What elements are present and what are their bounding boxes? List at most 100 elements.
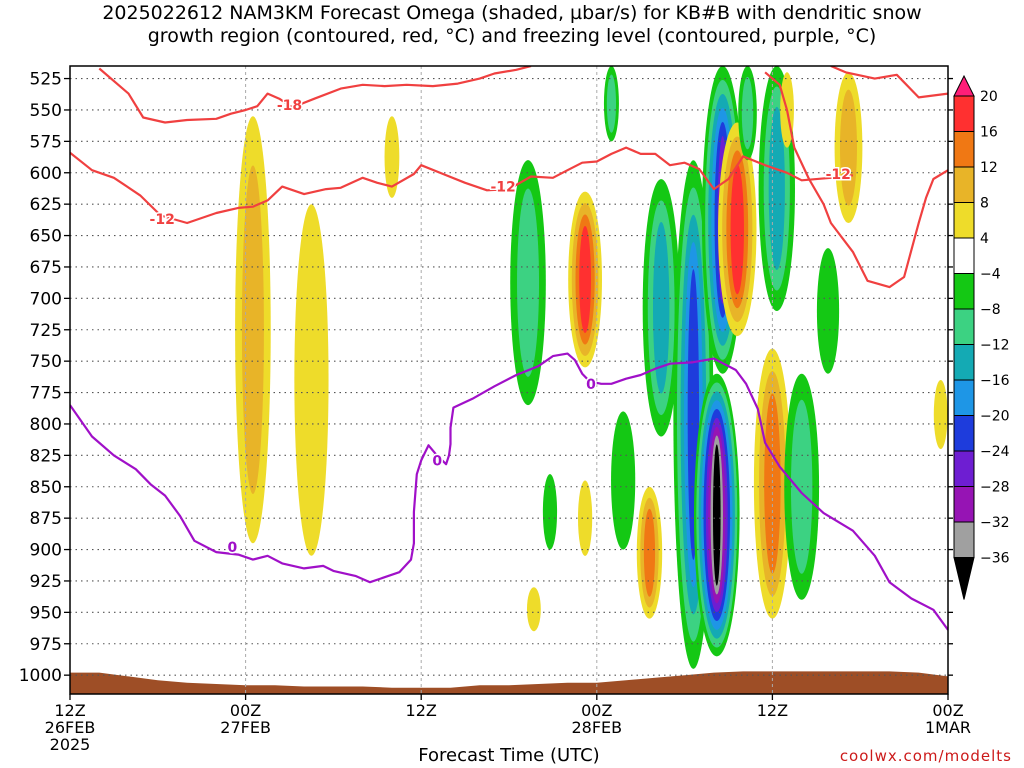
- colorbar-box: [953, 237, 975, 274]
- colorbar-box: [953, 344, 975, 381]
- y-tick-label: 750: [30, 352, 62, 372]
- colorbar-swatch: [953, 450, 975, 487]
- colorbar-bottom-triangle: [953, 557, 975, 600]
- contour-label: -18: [275, 96, 303, 115]
- y-tick-label: 975: [30, 635, 62, 655]
- y-tick-label: 775: [30, 384, 62, 404]
- contour-label-text: 0: [432, 453, 442, 469]
- omega-cell: [933, 380, 948, 450]
- x-tick-label: 27FEB: [220, 718, 271, 737]
- contour-label-text: -12: [490, 180, 515, 196]
- colorbar-label: 20: [980, 89, 998, 105]
- x-tick-label: 2025: [50, 735, 91, 754]
- y-tick-label: 900: [30, 541, 62, 561]
- omega-cell: [718, 122, 757, 337]
- omega-level-band: [643, 508, 656, 597]
- colorbar-label: 4: [980, 231, 989, 247]
- colorbar-swatch: [953, 74, 975, 97]
- colorbar-label: −32: [980, 515, 1010, 531]
- chart-title: 2025022612 NAM3KM Forecast Omega (shaded…: [0, 2, 1024, 48]
- colorbar-swatch: [953, 415, 975, 452]
- omega-cell: [603, 66, 619, 142]
- y-tick-label: 700: [30, 289, 62, 309]
- colorbar-swatch: [953, 202, 975, 239]
- colorbar-swatch: [953, 486, 975, 523]
- contour-label: 0: [431, 452, 444, 471]
- colorbar-box: [953, 521, 975, 558]
- terrain-layer: [70, 671, 948, 694]
- omega-cell: [542, 474, 558, 550]
- colorbar-label: −36: [980, 551, 1010, 567]
- chart-title-line-1: 2025022612 NAM3KM Forecast Omega (shaded…: [102, 2, 922, 24]
- colorbar-box: [953, 450, 975, 487]
- omega-level-band: [933, 380, 948, 450]
- omega-level-band: [542, 474, 558, 550]
- grid-layer: [70, 66, 948, 694]
- y-tick-label: 525: [30, 70, 62, 90]
- colorbar-label: −16: [980, 373, 1010, 389]
- omega-level-band: [611, 411, 636, 550]
- colorbar-swatch: [953, 557, 975, 600]
- colorbar-box: [953, 486, 975, 523]
- colorbar-label: 8: [980, 196, 989, 212]
- omega-level-band: [577, 480, 593, 556]
- omega-level-band: [384, 116, 400, 198]
- x-tick-label: 00Z: [581, 701, 612, 720]
- colorbar-label: −24: [980, 444, 1010, 460]
- contour-label: -12: [489, 178, 517, 197]
- y-tick-label: 875: [30, 509, 62, 529]
- contour-label-text: 0: [228, 540, 238, 556]
- omega-level-band: [517, 188, 540, 377]
- colorbar-box: [953, 273, 975, 310]
- colorbar-swatch: [953, 95, 975, 132]
- omega-level-band: [526, 587, 541, 632]
- omega-level-band: [839, 89, 857, 206]
- contour-label-text: -12: [826, 167, 851, 183]
- colorbar-swatch: [953, 237, 975, 274]
- y-tick-label: 725: [30, 321, 62, 341]
- y-tick-label: 800: [30, 415, 62, 435]
- plot-frame: [69, 65, 949, 695]
- contour-label: -12: [148, 211, 176, 230]
- contour-label-text: -18: [277, 98, 302, 114]
- colorbar-box: [953, 379, 975, 416]
- credit-text: coolwx.com/modelts: [839, 747, 1012, 765]
- colorbar-top-triangle: [953, 74, 975, 97]
- colorbar-box: [953, 95, 975, 132]
- contour-label-text: -12: [150, 212, 175, 228]
- omega-level-band: [816, 248, 840, 374]
- colorbar-swatch: [953, 166, 975, 203]
- omega-level-band: [579, 226, 591, 334]
- contour-label: 0: [226, 539, 239, 558]
- colorbar-swatch: [953, 273, 975, 310]
- y-tick-label: 675: [30, 258, 62, 278]
- omega-level-band: [712, 444, 721, 586]
- omega-cell: [510, 160, 546, 406]
- omega-level-band: [741, 76, 754, 150]
- colorbar-swatch: [953, 344, 975, 381]
- colorbar-swatch: [953, 521, 975, 558]
- contour-label: 0: [585, 375, 598, 394]
- colorbar-label: −12: [980, 338, 1010, 354]
- omega-cell: [738, 66, 757, 161]
- colorbar-swatch: [953, 379, 975, 416]
- contour-label-text: 0: [586, 377, 596, 393]
- omega-cell: [611, 411, 636, 550]
- contour-line: [830, 66, 948, 99]
- y-tick-label: 550: [30, 101, 62, 121]
- terrain-fill: [70, 671, 948, 694]
- chart-title-line-2: growth region (contoured, red, °C) and f…: [147, 25, 877, 47]
- x-tick-label: 00Z: [230, 701, 261, 720]
- y-tick-label: 575: [30, 132, 62, 152]
- contour-label: -12: [824, 166, 852, 185]
- contour-line: [764, 71, 948, 289]
- y-tick-label: 950: [30, 603, 62, 623]
- colorbar-box: [953, 131, 975, 168]
- colorbar-label: −8: [980, 302, 1001, 318]
- colorbar-label: −4: [980, 267, 1001, 283]
- x-tick-label: 1MAR: [925, 718, 971, 737]
- y-tick-label: 650: [30, 227, 62, 247]
- omega-cell: [294, 204, 329, 556]
- axes-layer: 525 550 575 600 625 650 675 700 725 750 775 800 825 8…: [19, 65, 971, 754]
